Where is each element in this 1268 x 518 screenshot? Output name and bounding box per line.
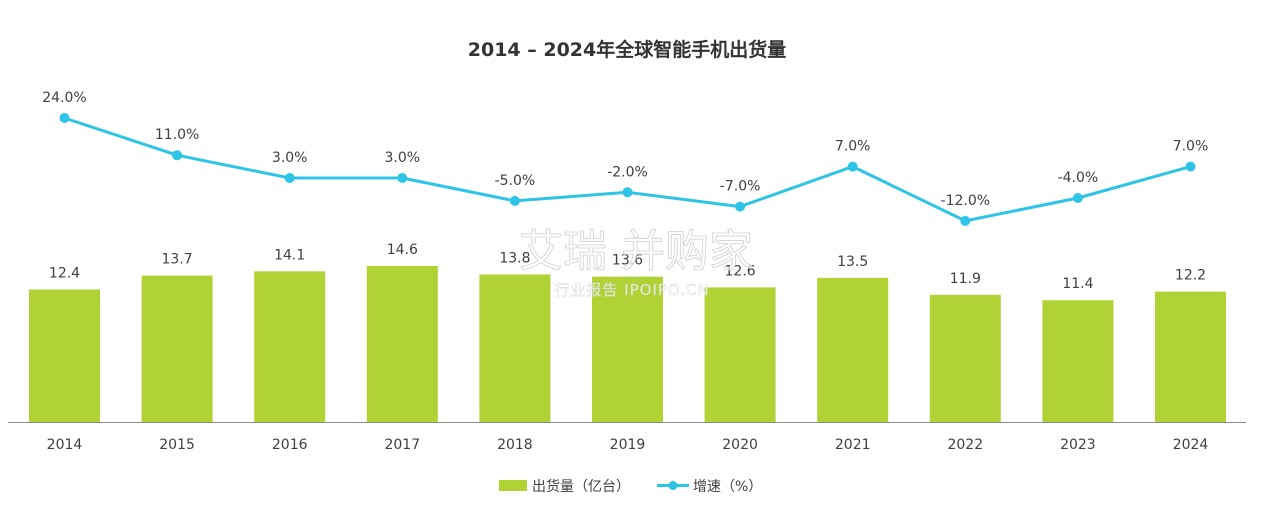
rate-label-2017: 3.0%	[385, 150, 421, 166]
bar-label-2021: 13.5	[837, 254, 868, 270]
bar-2023	[1042, 300, 1114, 422]
bar-series	[29, 266, 1226, 422]
rate-label-2015: 11.0%	[155, 127, 199, 143]
rate-point-2016	[284, 173, 295, 183]
x-tick-2022: 2022	[947, 437, 983, 453]
watermark-subtitle: 行业报告 IPOIPO.CN	[554, 281, 709, 299]
x-tick-2014: 2014	[47, 437, 83, 453]
bar-2016	[254, 271, 326, 422]
bar-label-2019: 13.6	[612, 253, 643, 269]
x-tick-2018: 2018	[497, 437, 533, 453]
bar-2020	[704, 287, 776, 422]
bar-label-2015: 13.7	[162, 252, 193, 268]
bar-2024	[1155, 291, 1226, 422]
bar-label-2020: 12.6	[725, 263, 756, 279]
x-tick-2016: 2016	[272, 437, 308, 453]
rate-point-2014	[59, 113, 70, 123]
bar-label-2017: 14.6	[387, 242, 418, 258]
legend-line-marker	[668, 481, 678, 490]
rate-point-2022	[960, 215, 971, 226]
bar-label-2023: 11.4	[1062, 276, 1093, 292]
rate-label-2020: -7.0%	[720, 179, 761, 195]
x-tick-labels: 2014 2015 2016 2017 2018 2019 2020 2021 2022 2023…	[47, 437, 1209, 453]
chart-title: 2014 – 2024年全球智能手机出货量	[468, 38, 787, 61]
rate-label-2022: -12.0%	[941, 193, 991, 209]
legend-bar-label: 出货量（亿台）	[532, 478, 630, 495]
x-tick-2024: 2024	[1173, 437, 1209, 453]
rate-label-2019: -2.0%	[607, 164, 648, 180]
bar-2014	[29, 289, 100, 422]
rate-label-2021: 7.0%	[835, 139, 871, 155]
bar-data-labels: 12.4 13.7 14.1 14.6 13.8 13.6 12.6 13.5 11.9 11.4…	[49, 242, 1206, 292]
x-tick-2017: 2017	[384, 437, 420, 453]
bar-2018	[479, 274, 551, 422]
rate-label-2016: 3.0%	[272, 150, 308, 166]
legend-line-label: 增速（%）	[693, 479, 762, 495]
legend: 出货量（亿台） 增速（%）	[499, 478, 762, 495]
bar-label-2022: 11.9	[950, 271, 981, 287]
x-tick-2015: 2015	[159, 437, 195, 453]
bar-2017	[366, 266, 438, 422]
rate-point-2023	[1072, 193, 1083, 203]
bar-2022	[929, 294, 1001, 422]
rate-point-2021	[847, 161, 858, 172]
x-tick-2020: 2020	[722, 437, 758, 453]
bar-2021	[817, 277, 889, 422]
rate-label-2024: 7.0%	[1173, 139, 1209, 155]
rate-point-2019	[622, 187, 633, 198]
rate-point-2018	[509, 195, 520, 206]
rate-label-2023: -4.0%	[1058, 170, 1099, 186]
bar-label-2014: 12.4	[49, 266, 80, 282]
bar-2015	[141, 275, 213, 422]
bar-label-2018: 13.8	[499, 251, 530, 267]
x-tick-2021: 2021	[835, 437, 871, 453]
rate-label-2018: -5.0%	[495, 173, 536, 189]
bar-2019	[592, 276, 663, 422]
rate-point-2017	[397, 173, 408, 183]
legend-bar-swatch	[499, 480, 527, 491]
watermark-logo: 艾瑞 并购家	[519, 226, 753, 277]
watermark: 艾瑞 并购家 行业报告 IPOIPO.CN	[519, 226, 754, 300]
rate-label-2014: 24.0%	[42, 90, 86, 106]
x-tick-2023: 2023	[1060, 437, 1096, 453]
rate-point-2024	[1185, 161, 1196, 172]
bar-label-2024: 12.2	[1175, 268, 1206, 284]
rate-point-2020	[735, 201, 746, 212]
x-tick-2019: 2019	[610, 437, 646, 453]
rate-point-2015	[172, 150, 183, 161]
bar-label-2016: 14.1	[274, 247, 305, 263]
rate-series: 24.0% 11.0% 3.0% 3.0% -5.0% -2.0% -7.0% 7.0% -12…	[42, 90, 1208, 226]
